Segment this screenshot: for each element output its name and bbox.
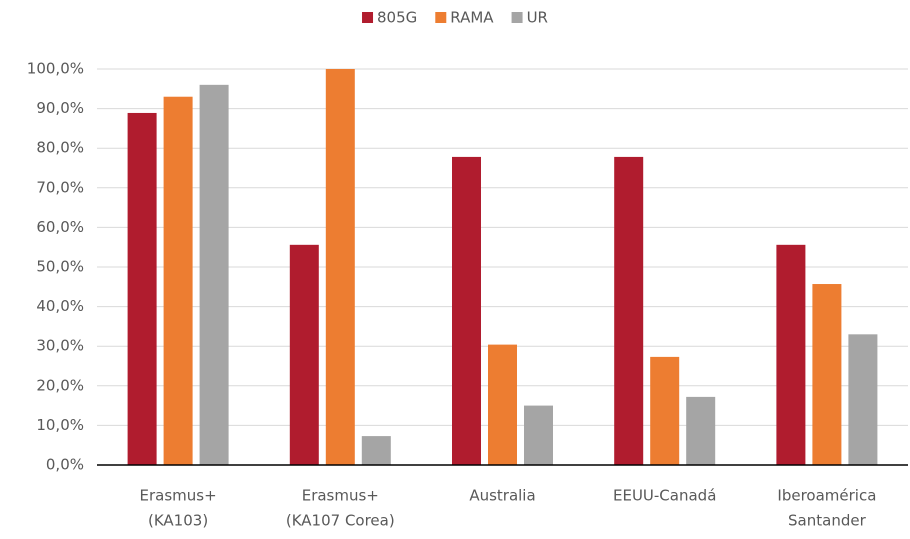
bar <box>127 112 157 466</box>
legend-swatch <box>511 12 523 23</box>
y-tick-label: 100,0% <box>27 60 84 78</box>
legend-label: RAMA <box>450 9 494 27</box>
bar <box>812 284 842 465</box>
y-tick-label: 80,0% <box>36 139 84 157</box>
y-tick-label: 20,0% <box>36 376 84 394</box>
bar <box>452 156 481 466</box>
bar <box>524 405 553 465</box>
legend-label: 805G <box>377 9 417 27</box>
legend-swatch <box>362 12 374 23</box>
bar <box>325 69 355 465</box>
y-tick-label: 30,0% <box>36 337 84 355</box>
bar <box>163 96 193 465</box>
bar <box>848 334 878 465</box>
x-tick-label: Australia <box>469 487 535 505</box>
bar <box>199 84 229 465</box>
bar <box>650 356 680 465</box>
legend-label: UR <box>527 9 548 27</box>
y-tick-label: 50,0% <box>36 258 84 276</box>
x-tick-label: (KA103) <box>148 512 208 530</box>
y-tick-label: 90,0% <box>36 99 84 117</box>
bar <box>686 396 716 465</box>
legend-swatch <box>435 12 447 23</box>
bar <box>776 244 806 465</box>
y-tick-label: 10,0% <box>36 416 84 434</box>
bar <box>488 344 517 465</box>
x-tick-label: Iberoamérica <box>777 487 876 505</box>
x-tick-label: Erasmus+ <box>140 487 217 505</box>
y-tick-label: 60,0% <box>36 218 84 236</box>
x-tick-label: Erasmus+ <box>302 487 379 505</box>
bar <box>361 436 391 465</box>
x-tick-label: (KA107 Corea) <box>286 512 395 530</box>
bar <box>289 244 319 465</box>
bar <box>614 156 644 466</box>
y-tick-label: 40,0% <box>36 297 84 315</box>
y-tick-label: 0,0% <box>46 456 84 474</box>
x-tick-label: EEUU-Canadá <box>613 487 716 505</box>
x-tick-label: Santander <box>788 512 867 530</box>
y-tick-label: 70,0% <box>36 178 84 196</box>
